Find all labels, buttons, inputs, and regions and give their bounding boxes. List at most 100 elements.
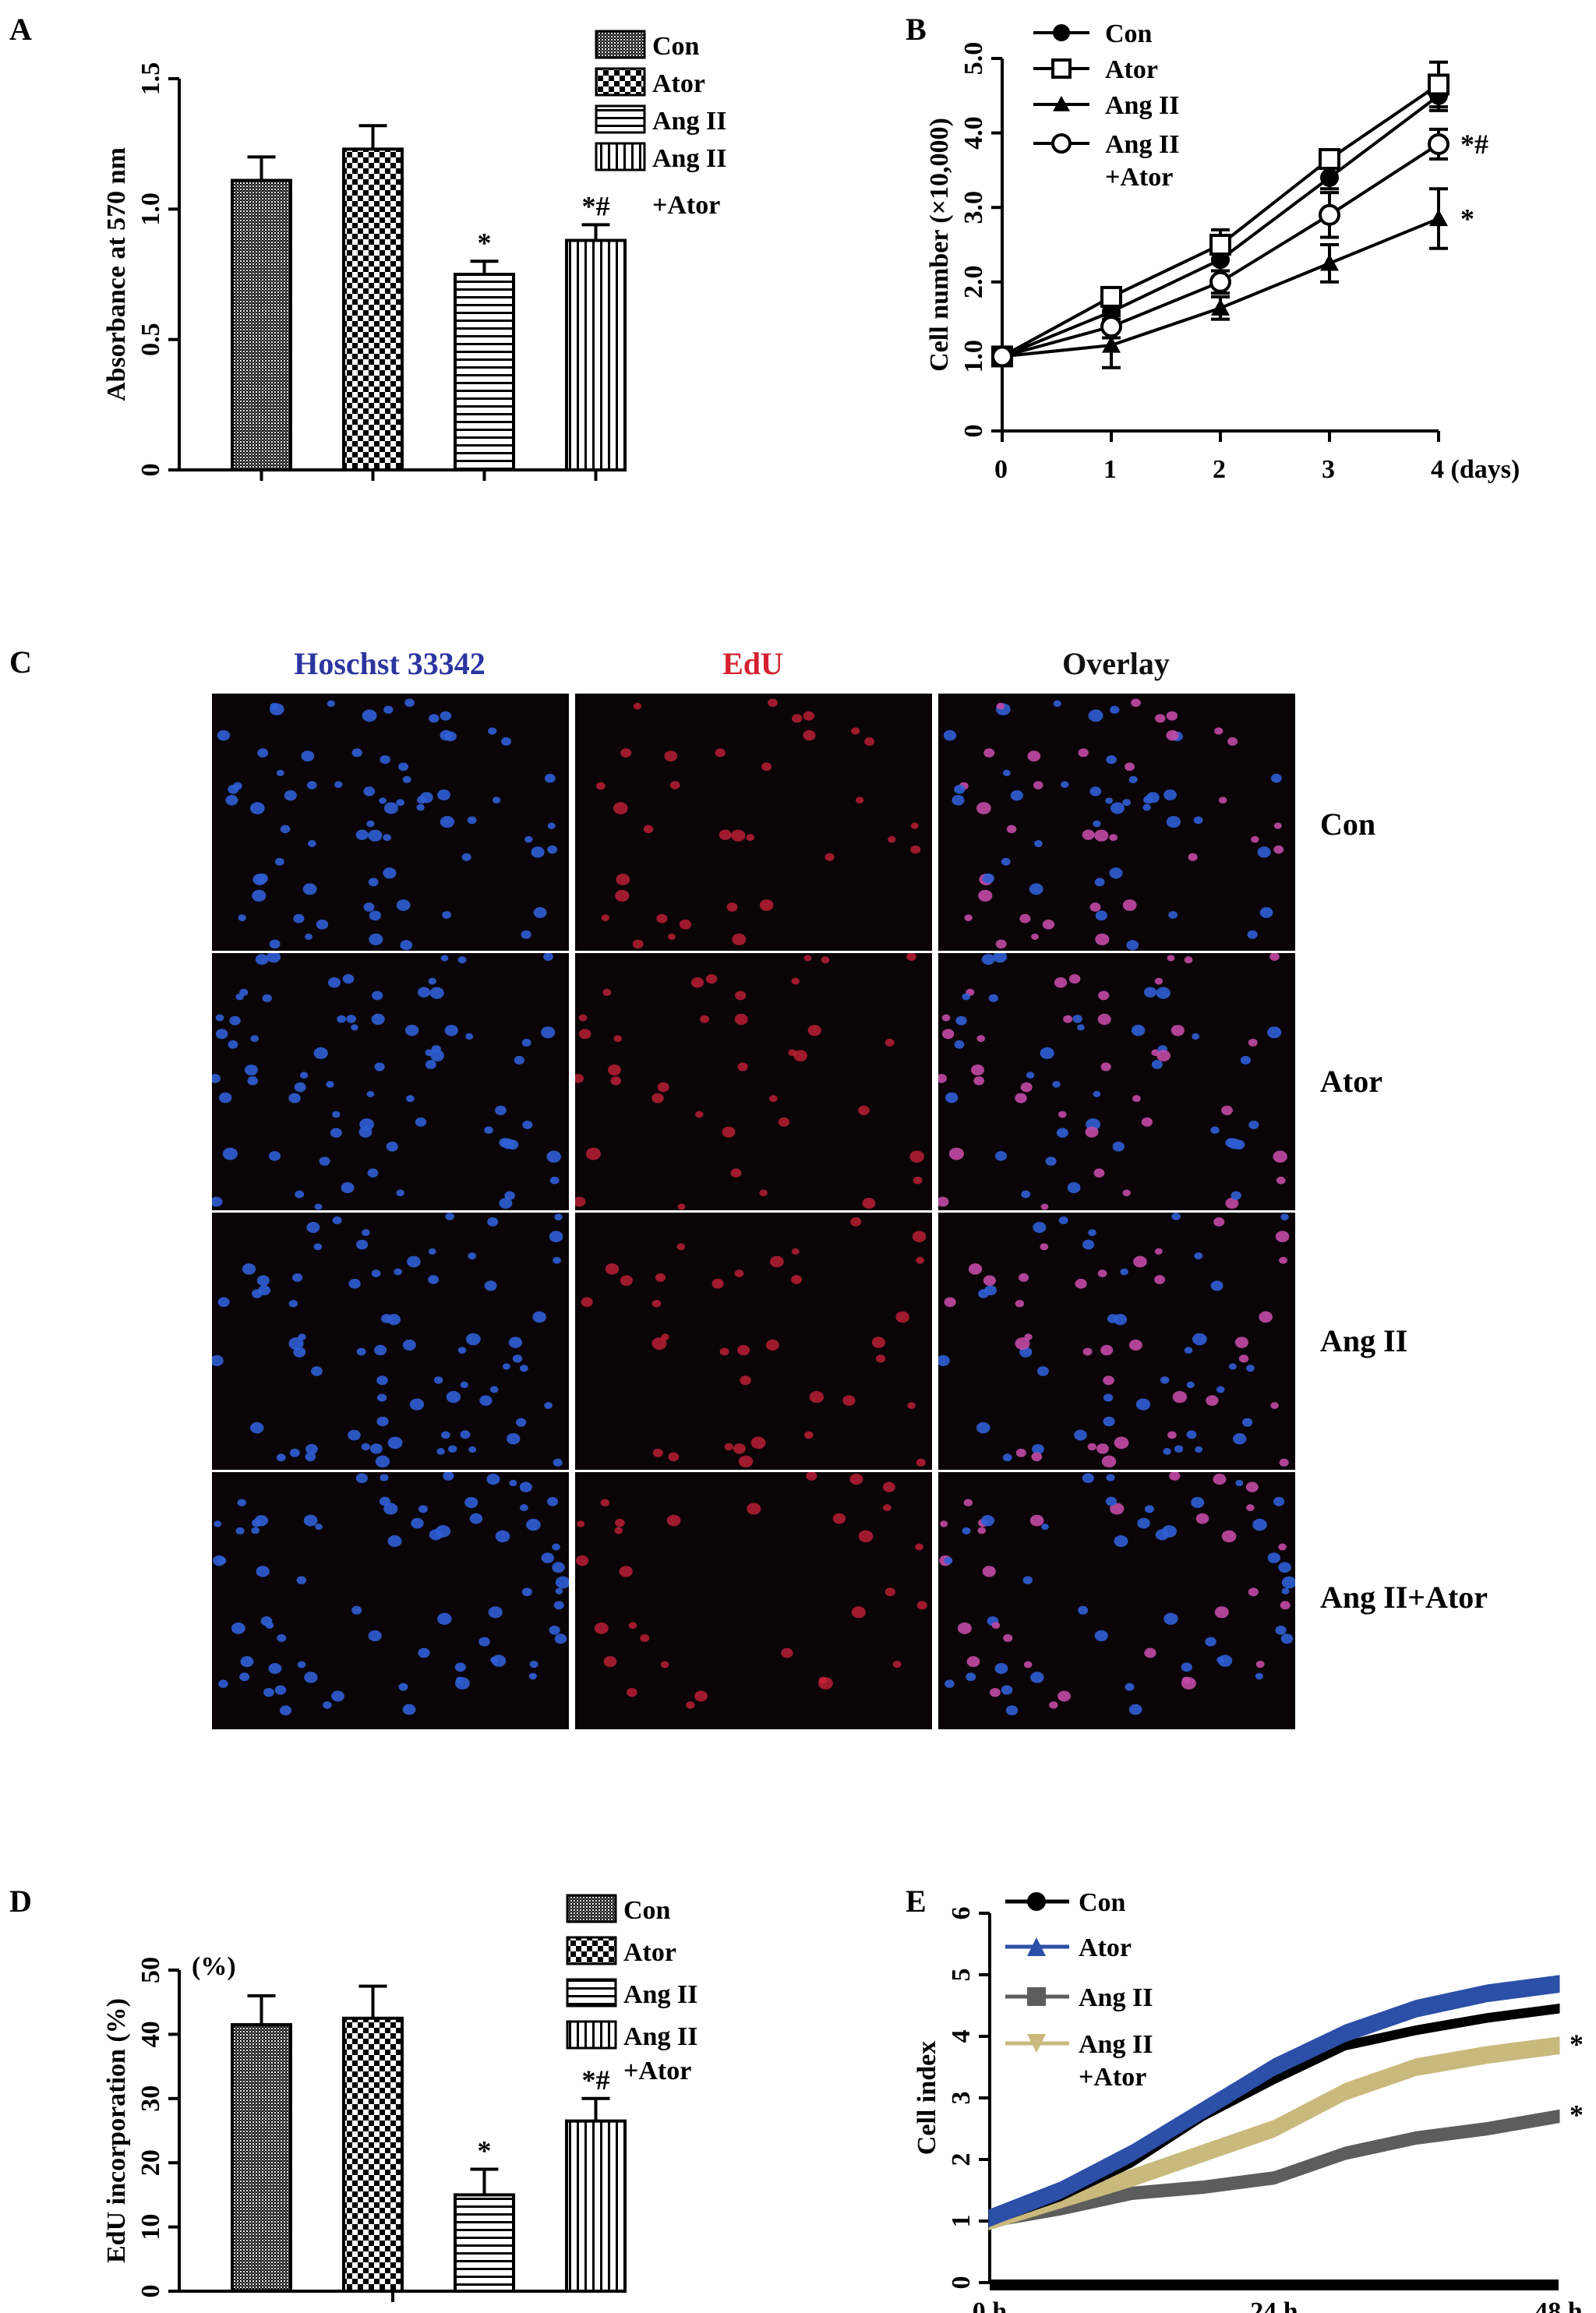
legend-label: Con: [1079, 1888, 1126, 1917]
bar: [454, 2193, 515, 2293]
nucleus: [883, 1504, 892, 1512]
nucleus: [1126, 940, 1139, 951]
data-point: [1100, 316, 1122, 338]
nucleus: [1010, 789, 1023, 801]
nucleus: [279, 1705, 292, 1716]
nucleus: [750, 1436, 766, 1450]
nucleus: [515, 1418, 527, 1427]
y-axis-label: Cell number (×10,000): [925, 118, 954, 372]
nucleus: [327, 976, 341, 988]
nucleus: [719, 829, 732, 840]
nucleus: [993, 953, 1008, 963]
nucleus: [297, 1661, 306, 1669]
nucleus: [651, 1299, 662, 1308]
legend-swatch: [566, 1978, 617, 2008]
nucleus: [690, 976, 704, 988]
nucleus: [247, 1076, 259, 1086]
nucleus: [759, 899, 774, 911]
nucleus: [495, 1105, 507, 1115]
nucleus: [447, 1445, 457, 1453]
nucleus: [1281, 1576, 1295, 1589]
nucleus: [1144, 1505, 1155, 1513]
nucleus: [941, 1029, 955, 1040]
nucleus: [396, 1189, 404, 1197]
nucleus: [256, 1566, 270, 1577]
nucleus: [1031, 1452, 1043, 1462]
nucleus: [1210, 1280, 1223, 1291]
nucleus: [578, 1029, 591, 1040]
nucleus: [686, 1701, 695, 1709]
nucleus: [1132, 1095, 1141, 1103]
nucleus: [455, 1676, 464, 1684]
nucleus: [1030, 1672, 1044, 1683]
row-label-ang-ii: Ang II: [1320, 1323, 1408, 1358]
nucleus: [824, 853, 835, 861]
nucleus: [380, 1314, 393, 1323]
nucleus: [356, 1239, 369, 1250]
nucleus: [407, 1255, 421, 1268]
nucleus: [541, 1026, 556, 1039]
nucleus: [1015, 1299, 1025, 1308]
nucleus: [1221, 1105, 1233, 1115]
nucleus: [1270, 1402, 1279, 1409]
nucleus: [504, 1191, 515, 1200]
legend-label: Ang II: [1079, 2030, 1153, 2059]
nucleus: [976, 1035, 985, 1043]
nucleus: [1231, 1191, 1241, 1200]
nucleus: [1033, 839, 1043, 848]
nucleus: [850, 1217, 862, 1227]
nucleus: [437, 1612, 452, 1626]
nucleus: [910, 845, 921, 854]
nucleus: [1082, 1347, 1093, 1356]
nucleus: [268, 1662, 282, 1674]
nucleus: [746, 834, 755, 842]
nucleus: [610, 1076, 622, 1086]
nucleus: [1221, 1530, 1237, 1543]
nucleus: [664, 750, 678, 762]
y-tick-label: 30: [136, 2085, 165, 2112]
nucleus: [1093, 820, 1101, 828]
legend: Con Ator Ang II Ang II +Ator: [566, 1894, 697, 2085]
nucleus: [387, 1535, 402, 1548]
nucleus: [1186, 1430, 1197, 1439]
nucleus: [1186, 1381, 1195, 1389]
legend: Con Ator Ang II Ang II +Ator: [1005, 1888, 1153, 2092]
nucleus: [1255, 1660, 1265, 1669]
nucleus: [1045, 1156, 1057, 1166]
nucleus: [553, 1458, 563, 1467]
nucleus: [793, 1050, 807, 1061]
nucleus: [348, 1278, 361, 1289]
data-point: [1053, 96, 1070, 111]
nucleus: [229, 1015, 241, 1026]
nucleus: [418, 1505, 429, 1513]
nucleus: [358, 1126, 373, 1138]
nucleus: [916, 1256, 924, 1264]
nucleus: [1184, 956, 1193, 964]
nucleus: [1040, 1203, 1049, 1210]
nucleus: [1245, 1481, 1259, 1492]
nucleus: [996, 702, 1005, 710]
nucleus: [735, 991, 747, 1001]
panel-letter-c: C: [9, 644, 32, 680]
nucleus: [807, 1025, 821, 1036]
nucleus: [1023, 1661, 1033, 1669]
nucleus: [948, 1147, 964, 1160]
nucleus: [404, 1024, 419, 1036]
nucleus: [429, 987, 444, 999]
nucleus: [1216, 1656, 1225, 1664]
nucleus: [546, 1150, 561, 1163]
nucleus: [323, 1701, 332, 1709]
nucleus: [1082, 1473, 1094, 1484]
nucleus: [1181, 1676, 1191, 1684]
nucleus: [368, 878, 379, 887]
nucleus: [724, 1443, 733, 1451]
nucleus: [1068, 974, 1081, 984]
nucleus: [694, 1690, 708, 1702]
nucleus: [832, 1513, 846, 1524]
nucleus: [981, 954, 995, 966]
y-tick-label: 0: [947, 2276, 976, 2290]
nucleus: [938, 1196, 949, 1207]
nucleus: [730, 1168, 742, 1178]
nucleus: [444, 1025, 458, 1036]
nucleus: [1166, 711, 1178, 721]
